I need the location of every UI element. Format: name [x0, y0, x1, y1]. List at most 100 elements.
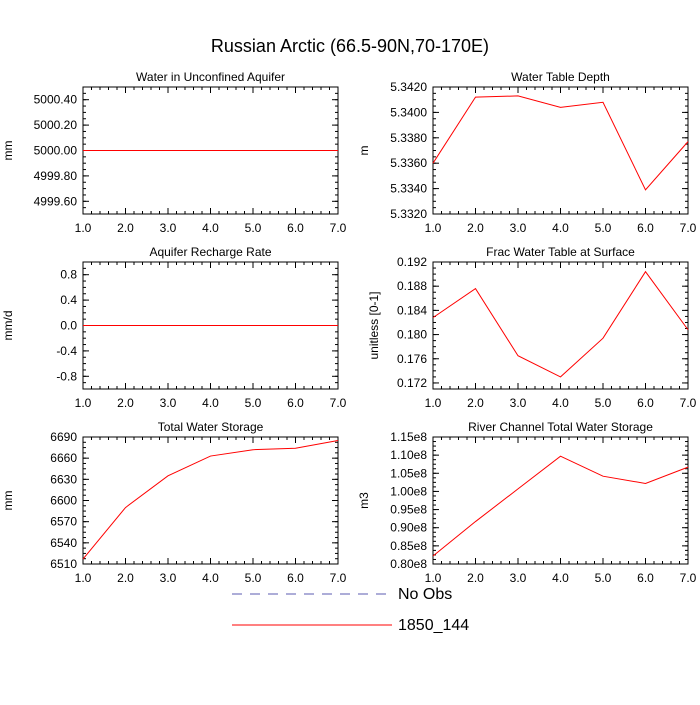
x-tick-label: 6.0 [637, 221, 654, 235]
x-tick-label: 3.0 [510, 396, 527, 410]
x-tick-label: 3.0 [160, 396, 177, 410]
x-tick-label: 1.0 [75, 221, 92, 235]
figure-title: Russian Arctic (66.5-90N,70-170E) [211, 36, 489, 56]
x-tick-label: 2.0 [117, 571, 134, 585]
x-tick-label: 3.0 [160, 571, 177, 585]
series-line [432, 95, 689, 191]
y-tick-label: 5000.40 [34, 93, 78, 107]
y-tick-label: 1.15e8 [390, 430, 427, 444]
x-tick-label: 4.0 [202, 221, 219, 235]
x-tick-label: 4.0 [202, 571, 219, 585]
chart-panel-6: River Channel Total Water Storage m3 1.0 2.… [357, 420, 697, 585]
chart-panels: Water in Unconfined Aquifer mm 1.0 2.0 3.0 4.… [1, 70, 697, 585]
x-tick-label: 6.0 [637, 571, 654, 585]
y-tick-label: 6510 [50, 557, 77, 571]
x-tick-label: 4.0 [202, 396, 219, 410]
chart-panel-3: Aquifer Recharge Rate mm/d 1.0 2.0 3.0 4.0 5.0… [1, 245, 347, 410]
plot-frame [432, 86, 689, 215]
chart-panel-5: Total Water Storage mm 1.0 2.0 3.0 4.0 5.0 6.0 7… [1, 420, 347, 585]
y-tick-label: 5.3420 [390, 80, 427, 94]
y-tick-label: 6540 [50, 536, 77, 550]
y-tick-label: 6630 [50, 472, 77, 486]
y-tick-label: 6600 [50, 494, 77, 508]
y-tick-label: 5.3380 [390, 131, 427, 145]
x-tick-label: 5.0 [245, 396, 262, 410]
x-tick-label: 4.0 [552, 221, 569, 235]
x-tick-label: 2.0 [467, 571, 484, 585]
y-tick-label: 0.95e8 [390, 503, 427, 517]
y-tick-label: 1.05e8 [390, 466, 427, 480]
y-tick-label: 6570 [50, 515, 77, 529]
series-line [432, 270, 689, 378]
x-tick-label: 2.0 [117, 221, 134, 235]
y-tick-label: 5.3340 [390, 182, 427, 196]
y-tick-label: 0.0 [60, 319, 77, 333]
panel-title: Aquifer Recharge Rate [149, 245, 271, 259]
y-tick-label: 0.8 [60, 268, 77, 282]
x-tick-label: 7.0 [330, 571, 347, 585]
panel-title: River Channel Total Water Storage [468, 420, 653, 434]
y-tick-label: 0.188 [397, 279, 427, 293]
y-tick-label: -0.4 [56, 344, 77, 358]
y-axis-label: mm/d [1, 311, 15, 341]
y-axis-label: unitless [0-1] [367, 291, 381, 359]
x-tick-label: 3.0 [510, 571, 527, 585]
x-tick-label: 2.0 [117, 396, 134, 410]
y-tick-label: 4999.60 [34, 194, 78, 208]
x-tick-label: 6.0 [637, 396, 654, 410]
x-tick-label: 6.0 [287, 221, 304, 235]
y-tick-label: 6690 [50, 430, 77, 444]
y-tick-label: 0.4 [60, 293, 77, 307]
panel-title: Water Table Depth [511, 70, 610, 84]
y-tick-label: 0.180 [397, 328, 427, 342]
panel-title: Water in Unconfined Aquifer [136, 70, 285, 84]
x-tick-label: 5.0 [595, 571, 612, 585]
x-tick-label: 5.0 [245, 221, 262, 235]
x-tick-label: 5.0 [595, 396, 612, 410]
y-tick-label: 0.176 [397, 352, 427, 366]
x-tick-label: 6.0 [287, 571, 304, 585]
x-tick-label: 1.0 [75, 571, 92, 585]
x-tick-label: 1.0 [425, 571, 442, 585]
y-tick-label: -0.8 [56, 369, 77, 383]
y-axis-label: m3 [357, 492, 371, 509]
x-tick-label: 4.0 [552, 396, 569, 410]
x-tick-label: 3.0 [510, 221, 527, 235]
series-line [432, 455, 689, 557]
y-tick-label: 5000.00 [34, 144, 78, 158]
x-tick-label: 7.0 [680, 396, 697, 410]
x-tick-label: 2.0 [467, 221, 484, 235]
y-tick-label: 5000.20 [34, 118, 78, 132]
x-tick-label: 7.0 [330, 396, 347, 410]
x-tick-label: 5.0 [595, 221, 612, 235]
legend: No Obs 1850_144 [232, 586, 469, 634]
plot-frame [432, 261, 689, 390]
y-tick-label: 5.3400 [390, 105, 427, 119]
y-axis-label: mm [1, 141, 15, 161]
x-tick-label: 4.0 [552, 571, 569, 585]
x-tick-label: 1.0 [425, 396, 442, 410]
chart-panel-4: Frac Water Table at Surface unitless [0-1… [367, 245, 697, 410]
chart-panel-1: Water in Unconfined Aquifer mm 1.0 2.0 3.0 4.… [1, 70, 347, 235]
x-tick-label: 1.0 [75, 396, 92, 410]
y-axis-label: m [357, 146, 371, 156]
x-tick-label: 7.0 [680, 571, 697, 585]
legend-label-no-obs: No Obs [398, 586, 452, 603]
y-tick-label: 1.00e8 [390, 484, 427, 498]
panel-title: Frac Water Table at Surface [486, 245, 635, 259]
y-tick-label: 0.172 [397, 376, 427, 390]
series-line [82, 440, 339, 560]
y-tick-label: 5.3360 [390, 156, 427, 170]
x-tick-label: 5.0 [245, 571, 262, 585]
panel-title: Total Water Storage [158, 420, 264, 434]
y-tick-label: 4999.80 [34, 169, 78, 183]
x-tick-label: 7.0 [680, 221, 697, 235]
legend-label-1850-144: 1850_144 [398, 617, 469, 634]
y-tick-label: 0.80e8 [390, 557, 427, 571]
x-tick-label: 3.0 [160, 221, 177, 235]
x-tick-label: 7.0 [330, 221, 347, 235]
y-tick-label: 1.10e8 [390, 448, 427, 462]
x-tick-label: 6.0 [287, 396, 304, 410]
